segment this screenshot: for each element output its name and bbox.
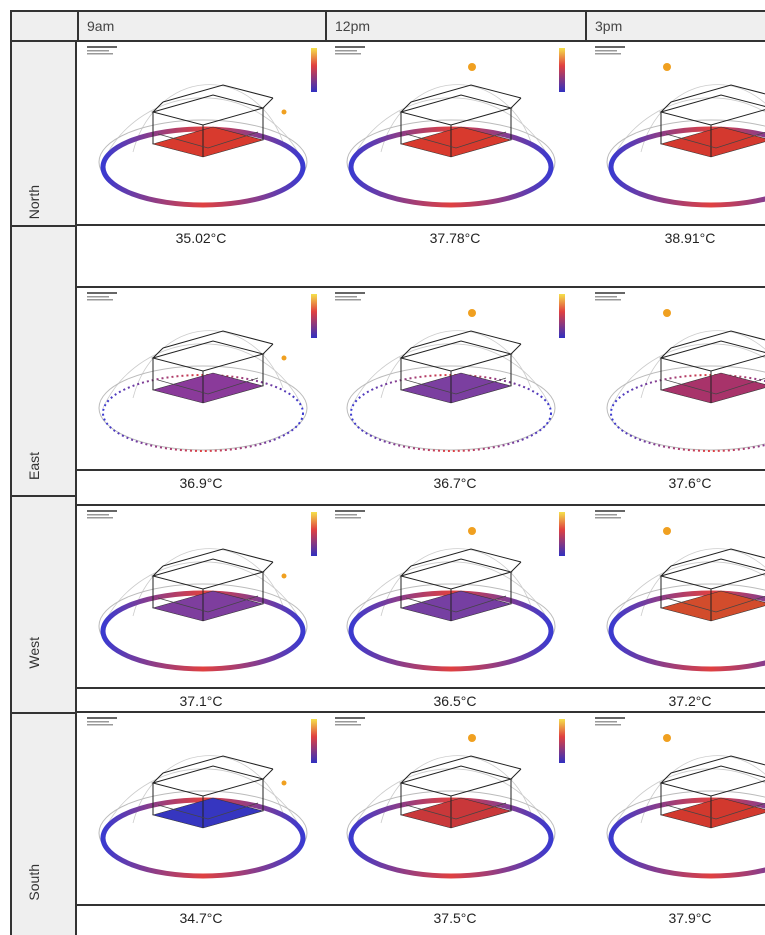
image-cell	[587, 506, 765, 688]
temperature: 36.5°C	[325, 693, 585, 709]
simulation-image	[587, 42, 765, 224]
border	[77, 504, 765, 506]
page: 9am 12pm 3pm North East West South 35.02…	[0, 0, 765, 935]
simulation-image	[79, 713, 325, 895]
image-content	[595, 292, 765, 451]
image-content	[87, 46, 317, 205]
temperature: 35.02°C	[77, 230, 325, 246]
image-cell	[79, 42, 325, 224]
image-cell	[587, 713, 765, 895]
border	[77, 711, 765, 713]
image-content	[595, 510, 765, 669]
image-cell	[587, 288, 765, 470]
border	[77, 469, 765, 471]
temperature: 37.1°C	[77, 693, 325, 709]
image-content	[87, 717, 317, 876]
temperature: 37.9°C	[585, 910, 765, 926]
simulation-image	[79, 42, 325, 224]
image-cell	[79, 288, 325, 470]
temperature: 36.7°C	[325, 475, 585, 491]
temperature: 34.7°C	[77, 910, 325, 926]
image-content	[595, 46, 765, 205]
temperature: 37.78°C	[325, 230, 585, 246]
image-cell	[587, 42, 765, 224]
simulation-image	[79, 288, 325, 470]
image-cell	[79, 506, 325, 688]
simulation-image	[587, 713, 765, 895]
image-content	[335, 46, 565, 205]
simulation-image	[587, 288, 765, 470]
simulation-image	[79, 506, 325, 688]
border	[77, 286, 765, 288]
temperature: 37.5°C	[325, 910, 585, 926]
image-cell	[327, 42, 585, 224]
image-content	[595, 717, 765, 876]
simulation-image	[587, 506, 765, 688]
border	[77, 687, 765, 689]
image-content	[87, 510, 317, 669]
simulation-image	[327, 713, 585, 895]
image-content	[335, 510, 565, 669]
image-content	[335, 717, 565, 876]
border	[77, 224, 765, 226]
simulation-image	[327, 42, 585, 224]
image-cell	[327, 288, 585, 470]
image-content	[87, 292, 317, 451]
cells: 35.02°C 37.78°C 38.91°C 36.9°C	[0, 0, 765, 935]
image-content	[335, 292, 565, 451]
temperature: 38.91°C	[585, 230, 765, 246]
simulation-image	[327, 506, 585, 688]
image-cell	[327, 713, 585, 895]
temperature: 36.9°C	[77, 475, 325, 491]
simulation-image	[327, 288, 585, 470]
temperature: 37.2°C	[585, 693, 765, 709]
border	[77, 904, 765, 906]
image-cell	[79, 713, 325, 895]
temperature: 37.6°C	[585, 475, 765, 491]
image-cell	[327, 506, 585, 688]
